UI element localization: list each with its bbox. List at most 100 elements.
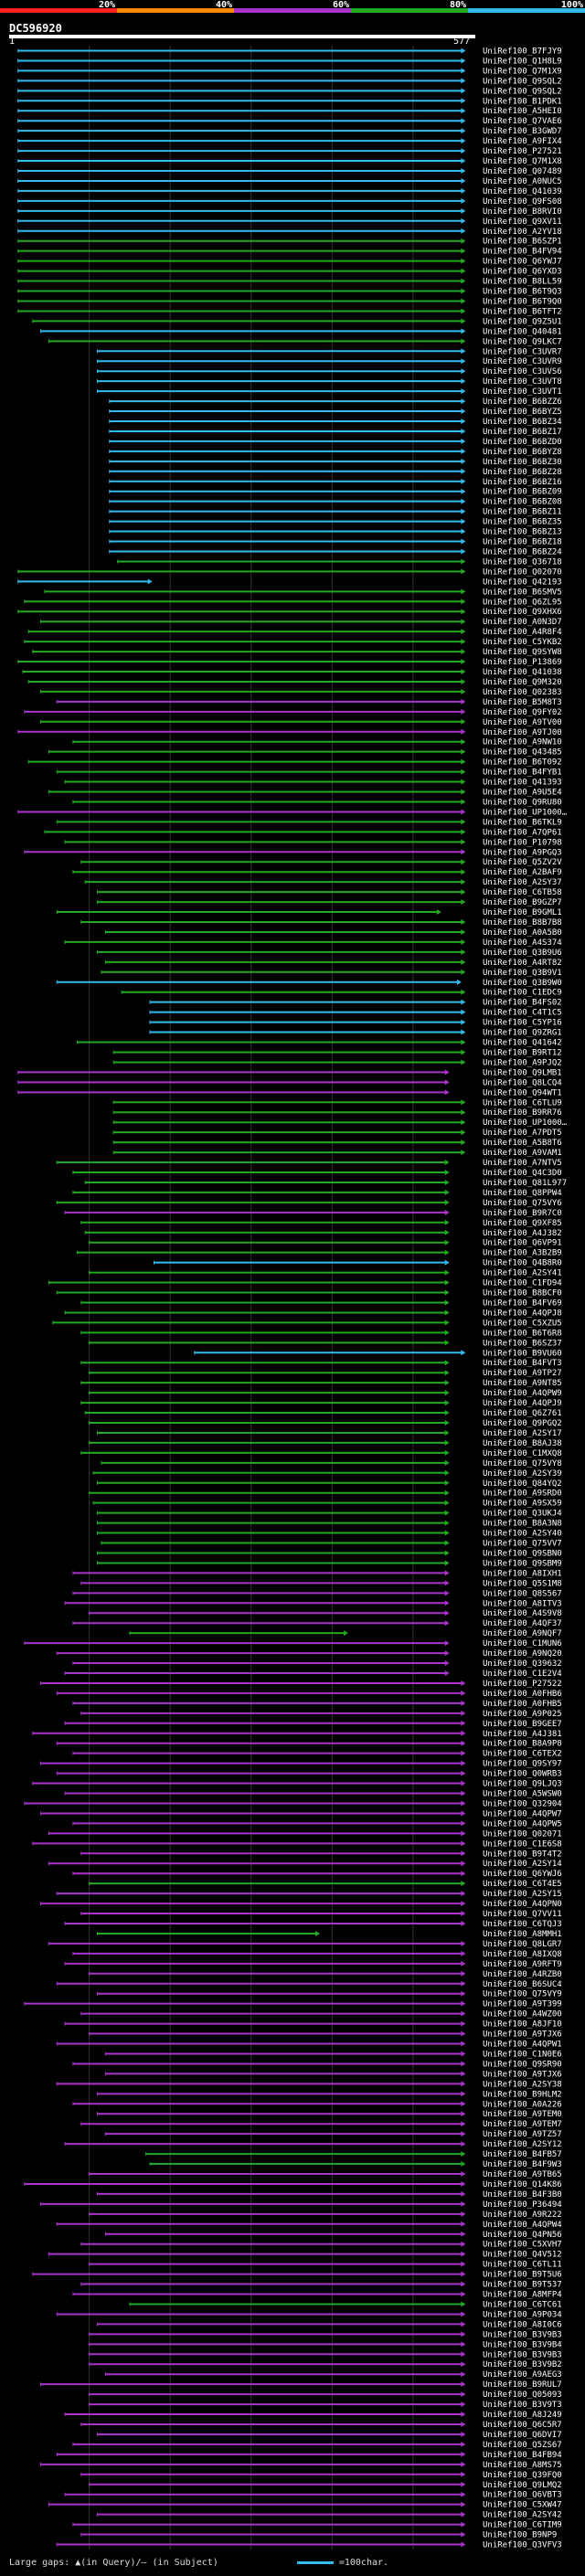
hit-label[interactable]: UniRef100_A5HEI0 [483,107,562,116]
hit-label[interactable]: UniRef100_Q3UKJ4 [483,1510,562,1519]
hit-label[interactable]: UniRef100_C1MXQ8 [483,1449,562,1458]
hit-label[interactable]: UniRef100_A8MFP4 [483,2291,562,2300]
hit-label[interactable]: UniRef100_B9NP9 [483,2531,557,2540]
hit-label[interactable]: UniRef100_C6TB58 [483,888,562,897]
hit-label[interactable]: UniRef100_A2YV18 [483,228,562,237]
hit-label[interactable]: UniRef100_B9T537 [483,2281,562,2290]
hit-label[interactable]: UniRef100_Q02383 [483,688,562,697]
hit-label[interactable]: UniRef100_A8ITV3 [483,1599,562,1608]
hit-label[interactable]: UniRef100_B6T9Q0 [483,297,562,306]
hit-label[interactable]: UniRef100_A4QF37 [483,1619,562,1628]
hit-label[interactable]: UniRef100_Q41038 [483,668,562,677]
hit-label[interactable]: UniRef100_A9P034 [483,2310,562,2319]
hit-label[interactable]: UniRef100_A2SY15 [483,1890,562,1899]
hit-label[interactable]: UniRef100_A3B2B9 [483,1249,562,1258]
hit-label[interactable]: UniRef100_Q9Z5U1 [483,317,562,326]
hit-label[interactable]: UniRef100_Q39632 [483,1659,562,1669]
hit-label[interactable]: UniRef100_Q3B9V1 [483,969,562,978]
hit-label[interactable]: UniRef100_Q7VAE6 [483,117,562,126]
hit-label[interactable]: UniRef100_B9GEE7 [483,1720,562,1729]
hit-label[interactable]: UniRef100_Q4B8R0 [483,1259,562,1268]
hit-label[interactable]: UniRef100_Q41393 [483,779,562,788]
hit-label[interactable]: UniRef100_A9RFT9 [483,1960,562,1969]
hit-label[interactable]: UniRef100_Q40481 [483,327,562,336]
hit-label[interactable]: UniRef100_B3V9B3 [483,2350,562,2359]
hit-label[interactable]: UniRef100_Q6YWJ7 [483,258,562,267]
hit-label[interactable]: UniRef100_B6SZ37 [483,1339,562,1348]
hit-label[interactable]: UniRef100_Q8LCQ4 [483,1078,562,1087]
hit-label[interactable]: UniRef100_A2SY39 [483,1469,562,1479]
hit-label[interactable]: UniRef100_A9R222 [483,2210,562,2220]
hit-label[interactable]: UniRef100_C1EDC9 [483,989,562,998]
hit-label[interactable]: UniRef100_Q7VV11 [483,1910,562,1919]
hit-label[interactable]: UniRef100_B4FV94 [483,248,562,257]
hit-label[interactable]: UniRef100_A8IXH1 [483,1569,562,1578]
hit-label[interactable]: UniRef100_Q6DVI7 [483,2431,562,2440]
hit-label[interactable]: UniRef100_C1MUN6 [483,1639,562,1648]
hit-label[interactable]: UniRef100_B8A3N8 [483,1520,562,1529]
hit-label[interactable]: UniRef100_A9TJX6 [483,2070,562,2079]
hit-label[interactable]: UniRef100_B3V9B2 [483,2360,562,2369]
hit-label[interactable]: UniRef100_Q4PN56 [483,2231,562,2240]
hit-label[interactable]: UniRef100_Q9LJQ3 [483,1780,562,1789]
hit-label[interactable]: UniRef100_C5YP16 [483,1019,562,1028]
hit-label[interactable]: UniRef100_A4RT82 [483,959,562,968]
hit-label[interactable]: UniRef100_A9SRD0 [483,1489,562,1499]
hit-label[interactable]: UniRef100_A4QPW1 [483,2041,562,2050]
hit-label[interactable]: UniRef100_B4FB94 [483,2451,562,2460]
hit-label[interactable]: UniRef100_A9NQ20 [483,1649,562,1659]
hit-label[interactable]: UniRef100_A9TP27 [483,1369,562,1378]
hit-label[interactable]: UniRef100_Q6ZL95 [483,598,562,607]
hit-label[interactable]: UniRef100_A9VAM1 [483,1149,562,1158]
hit-label[interactable]: UniRef100_A8J249 [483,2411,562,2420]
hit-label[interactable]: UniRef100_Q5ZS67 [483,2441,562,2450]
hit-label[interactable]: UniRef100_A4J382 [483,1229,562,1238]
hit-label[interactable]: UniRef100_B9GML1 [483,908,562,917]
hit-label[interactable]: UniRef100_Q9SQL2 [483,77,562,86]
hit-label[interactable]: UniRef100_B6SMV5 [483,588,562,597]
hit-label[interactable]: UniRef100_B6BZ35 [483,518,562,527]
hit-label[interactable]: UniRef100_Q9SR90 [483,2060,562,2069]
hit-label[interactable]: UniRef100_B7FJY9 [483,47,562,56]
hit-label[interactable]: UniRef100_A9AEG3 [483,2370,562,2380]
hit-label[interactable]: UniRef100_C6TQJ3 [483,1920,562,1929]
hit-label[interactable]: UniRef100_Q75VY8 [483,1459,562,1468]
hit-label[interactable]: UniRef100_Q9FY02 [483,708,562,717]
hit-label[interactable]: UniRef100_B6BZ09 [483,488,562,497]
hit-label[interactable]: UniRef100_C4T1C5 [483,1009,562,1018]
hit-label[interactable]: UniRef100_B6BZD0 [483,438,562,447]
hit-label[interactable]: UniRef100_A9PGQ3 [483,848,562,857]
hit-label[interactable]: UniRef100_B4F3B0 [483,2190,562,2200]
hit-label[interactable]: UniRef100_Q75VV7 [483,1540,562,1549]
hit-label[interactable]: UniRef100_P36494 [483,2200,562,2210]
hit-label[interactable]: UniRef100_A8I0C6 [483,2320,562,2329]
hit-label[interactable]: UniRef100_Q8LGR7 [483,1940,562,1949]
hit-label[interactable]: UniRef100_B8RVI0 [483,207,562,217]
hit-label[interactable]: UniRef100_A9U5E4 [483,789,562,798]
hit-label[interactable]: UniRef100_A9NQF7 [483,1629,562,1638]
hit-label[interactable]: UniRef100_Q3B9W0 [483,979,562,988]
hit-label[interactable]: UniRef100_A0N3D7 [483,618,562,627]
hit-label[interactable]: UniRef100_A0FHB5 [483,1700,562,1709]
hit-label[interactable]: UniRef100_Q6YXD3 [483,268,562,277]
hit-label[interactable]: UniRef100_B9RUL7 [483,2380,562,2390]
hit-label[interactable]: UniRef100_B9HLM2 [483,2090,562,2099]
hit-label[interactable]: UniRef100_Q39FQ0 [483,2471,562,2480]
hit-label[interactable]: UniRef100_UP1000… [483,1118,568,1128]
hit-label[interactable]: UniRef100_A2SY42 [483,2511,562,2520]
hit-label[interactable]: UniRef100_C3UVR7 [483,347,562,356]
hit-label[interactable]: UniRef100_Q5ZV2V [483,858,562,867]
hit-label[interactable]: UniRef100_Q9ZRG1 [483,1029,562,1038]
hit-label[interactable]: UniRef100_Q7M1X9 [483,67,562,76]
hit-label[interactable]: UniRef100_A4S374 [483,938,562,948]
hit-label[interactable]: UniRef100_Q6C5R7 [483,2421,562,2430]
hit-label[interactable]: UniRef100_A7PDT5 [483,1129,562,1138]
hit-label[interactable]: UniRef100_P27521 [483,147,562,156]
hit-label[interactable]: UniRef100_C1E6S8 [483,1839,562,1849]
hit-label[interactable]: UniRef100_B5M8T3 [483,698,562,707]
hit-label[interactable]: UniRef100_Q02070 [483,567,562,577]
hit-label[interactable]: UniRef100_Q05093 [483,2390,562,2400]
hit-label[interactable]: UniRef100_B6BZ13 [483,528,562,537]
hit-label[interactable]: UniRef100_B4F9W3 [483,2160,562,2169]
hit-label[interactable]: UniRef100_A7NTV5 [483,1159,562,1168]
